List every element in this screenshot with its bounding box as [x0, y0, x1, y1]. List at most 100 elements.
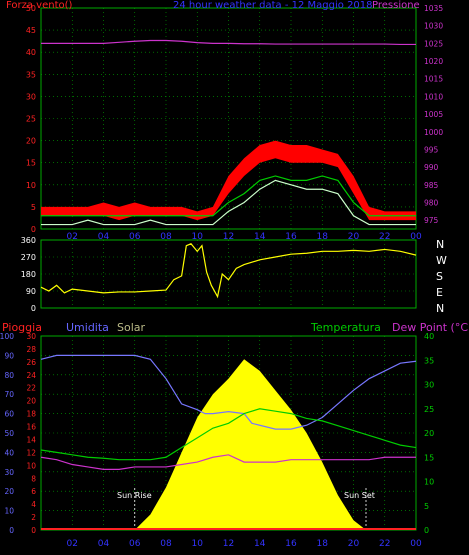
- x-tick-label: 20: [348, 232, 360, 242]
- y-tick-label: 45: [26, 26, 36, 35]
- dewpoint-label: Dew Point (°C): [392, 321, 469, 334]
- y-tick-label: 5: [31, 203, 36, 212]
- y-tick-label: 8: [31, 474, 36, 483]
- y-tick-label: 100: [0, 332, 14, 341]
- sunrise-label: Sun Rise: [117, 491, 152, 500]
- wind-range-area: [41, 140, 416, 221]
- solar-area: [134, 359, 366, 530]
- y-tick-label: 70: [4, 390, 14, 399]
- x-tick-label: 12: [223, 232, 234, 242]
- y-tick-label: 1020: [424, 57, 443, 66]
- compass-label: S: [436, 270, 443, 283]
- y-tick-label: 24: [26, 371, 36, 380]
- y-tick-label: 28: [26, 345, 36, 354]
- x-tick-label: 22: [379, 232, 390, 242]
- y-tick-label: 15: [26, 159, 36, 168]
- y-tick-label: 40: [26, 48, 36, 57]
- compass-label: E: [436, 286, 443, 299]
- x-tick-label: 10: [192, 232, 204, 242]
- x-tick-label: 20: [348, 539, 360, 549]
- y-tick-label: 90: [26, 287, 36, 296]
- y-tick-label: 50: [4, 429, 14, 438]
- y-tick-label: 1030: [424, 22, 443, 31]
- y-tick-label: 30: [26, 92, 36, 101]
- x-tick-label: 12: [223, 539, 234, 549]
- y-tick-label: 975: [424, 216, 439, 225]
- x-tick-label: 02: [67, 232, 78, 242]
- wind-axis-label: Forza vento(): [6, 0, 73, 11]
- x-tick-label: 08: [160, 539, 172, 549]
- y-tick-label: 16: [26, 423, 36, 432]
- y-tick-label: 20: [26, 137, 36, 146]
- y-tick-label: 0: [31, 225, 36, 234]
- y-tick-label: 25: [424, 405, 434, 414]
- y-tick-label: 1000: [424, 128, 443, 137]
- y-tick-label: 1010: [424, 92, 443, 101]
- y-tick-label: 40: [4, 448, 14, 457]
- y-tick-label: 90: [4, 351, 14, 360]
- x-tick-label: 14: [254, 232, 266, 242]
- direction-line: [40, 243, 417, 299]
- y-tick-label: 360: [21, 236, 36, 245]
- y-tick-label: 35: [26, 70, 36, 79]
- x-tick-label: 22: [379, 539, 390, 549]
- y-tick-label: 990: [424, 163, 439, 172]
- y-tick-label: 0: [9, 526, 14, 535]
- x-tick-label: 02: [67, 539, 78, 549]
- x-tick-label: 04: [98, 232, 110, 242]
- green_line-line: [41, 175, 416, 217]
- y-tick-label: 1035: [424, 4, 443, 13]
- x-tick-label: 06: [129, 232, 141, 242]
- y-tick-label: 18: [26, 410, 36, 419]
- y-tick-label: 30: [4, 468, 14, 477]
- y-tick-label: 10: [26, 461, 36, 470]
- pressure-line: [41, 39, 416, 46]
- temperature-line: [40, 408, 417, 461]
- y-tick-label: 180: [21, 270, 36, 279]
- x-tick-label: 16: [285, 232, 297, 242]
- y-tick-label: 40: [424, 332, 434, 341]
- y-tick-label: 1015: [424, 75, 443, 84]
- y-tick-label: 20: [26, 397, 36, 406]
- y-tick-label: 980: [424, 198, 439, 207]
- y-tick-label: 10: [4, 507, 14, 516]
- humidity-label: Umidita: [66, 321, 109, 334]
- sunset-label: Sun Set: [344, 491, 375, 500]
- y-tick-label: 15: [424, 453, 434, 462]
- y-tick-label: 10: [424, 478, 434, 487]
- x-tick-label: 10: [192, 539, 204, 549]
- y-tick-label: 6: [31, 487, 36, 496]
- y-tick-label: 14: [26, 435, 36, 444]
- y-tick-label: 1005: [424, 110, 443, 119]
- y-tick-label: 25: [26, 115, 36, 124]
- y-tick-label: 5: [424, 502, 429, 511]
- humidity-line: [40, 354, 417, 430]
- rain-label: Pioggia: [2, 321, 42, 334]
- wind-pressure-panel: Forza vento() 24 hour weather data - 12 …: [6, 0, 443, 242]
- y-tick-label: 20: [4, 487, 14, 496]
- y-tick-label: 26: [26, 358, 36, 367]
- temperature-humidity-panel: Pioggia Umidita Solar Temperatura Dew Po…: [0, 321, 469, 549]
- y-tick-label: 80: [4, 371, 14, 380]
- compass-label: N: [436, 302, 444, 315]
- x-tick-label: 04: [98, 539, 110, 549]
- y-tick-label: 50: [26, 4, 36, 13]
- compass-label: W: [436, 254, 447, 267]
- compass-label: N: [436, 238, 444, 251]
- y-tick-label: 0: [31, 526, 36, 535]
- x-tick-label: 16: [285, 539, 297, 549]
- y-tick-label: 22: [26, 384, 36, 393]
- y-tick-label: 985: [424, 181, 439, 190]
- y-tick-label: 270: [21, 253, 36, 262]
- y-tick-label: 30: [424, 381, 434, 390]
- y-tick-label: 30: [26, 332, 36, 341]
- x-tick-label: 00: [410, 232, 422, 242]
- y-tick-label: 995: [424, 145, 439, 154]
- gust-line: [41, 179, 416, 226]
- y-tick-label: 12: [26, 448, 36, 457]
- x-tick-label: 18: [317, 539, 329, 549]
- pressure-axis-label: Pressione: [372, 0, 420, 11]
- y-tick-label: 20: [424, 429, 434, 438]
